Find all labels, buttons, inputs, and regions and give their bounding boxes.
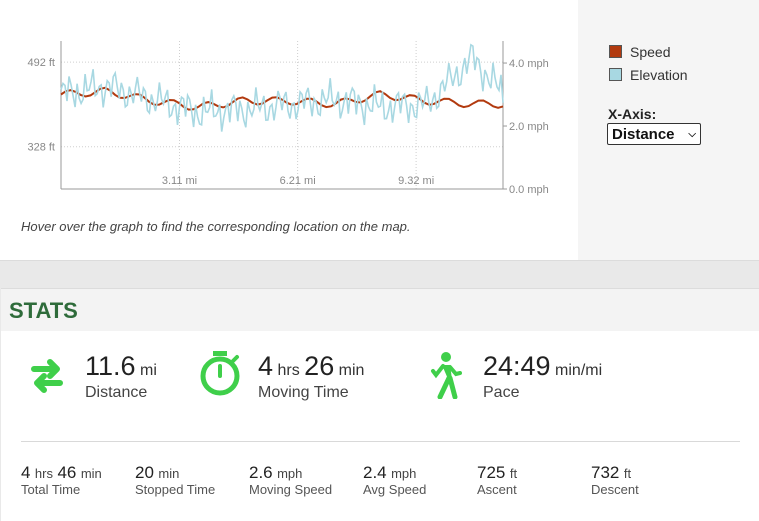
stat-total-time-minutes-unit: min (80, 466, 102, 481)
stat-descent-unit: ft (623, 466, 632, 481)
stat-moving-speed-unit: mph (277, 466, 303, 481)
stat-avg-speed: 2.4 mph Avg Speed (363, 464, 426, 496)
xaxis-select-value: Distance (612, 125, 675, 143)
stat-descent: 732 ft Descent (591, 464, 639, 496)
legend-item-elevation[interactable]: Elevation (609, 63, 688, 86)
stat-moving-speed-value: 2.6 (249, 463, 273, 482)
y-tick-label-left: 328 ft (27, 142, 55, 154)
stat-distance-unit: mi (140, 362, 157, 379)
stopwatch-icon (198, 349, 242, 402)
stat-moving-time-hours-unit: hrs (277, 362, 300, 379)
x-tick-label: 9.32 mi (398, 175, 434, 187)
legend-label-speed: Speed (630, 43, 671, 60)
stat-moving-speed-label: Moving Speed (249, 482, 333, 497)
legend-swatch-speed (609, 45, 622, 58)
xaxis-label: X-Axis: (608, 106, 657, 122)
stat-total-time: 4 hrs 46 min Total Time (21, 464, 102, 496)
legend-label-elevation: Elevation (630, 66, 688, 83)
stat-avg-speed-value: 2.4 (363, 463, 387, 482)
stat-descent-value: 732 (591, 463, 620, 482)
stat-moving-speed: 2.6 mph Moving Speed (249, 464, 332, 496)
stat-avg-speed-unit: mph (391, 466, 417, 481)
stats-divider (21, 441, 740, 442)
stat-pace: 24:49 min/mi Pace (483, 351, 602, 402)
stat-pace-label: Pace (483, 384, 520, 401)
xaxis-select[interactable]: Distance ⌵ (607, 123, 701, 145)
stat-total-time-minutes: 46 (57, 463, 77, 482)
x-tick-label: 6.21 mi (280, 175, 316, 187)
stat-moving-time-minutes-unit: min (338, 362, 365, 379)
stat-moving-time-hours: 4 (258, 351, 274, 381)
stat-moving-time-minutes: 26 (304, 351, 335, 381)
stat-total-time-label: Total Time (21, 482, 81, 497)
stat-descent-label: Descent (591, 482, 639, 497)
series-line-elevation (60, 43, 504, 132)
stat-stopped-time-label: Stopped Time (135, 482, 216, 497)
chevron-down-icon: ⌵ (688, 128, 696, 140)
stat-pace-value: 24:49 (483, 351, 551, 381)
chart-legend: Speed Elevation (609, 40, 688, 86)
legend-item-speed[interactable]: Speed (609, 40, 688, 63)
y-tick-label-right: 2.0 mph (509, 121, 549, 133)
stat-distance-value: 11.6 (85, 351, 136, 381)
stat-ascent-value: 725 (477, 463, 506, 482)
stat-stopped-time-value: 20 (135, 463, 154, 482)
stat-total-time-hours: 4 (21, 463, 31, 482)
stat-moving-time: 4 hrs 26 min Moving Time (258, 351, 364, 402)
swap-arrows-icon (30, 355, 64, 400)
elevation-speed-chart[interactable]: 492 ft 328 ft 4.0 mph 2.0 mph 0.0 mph 3.11 mi… (0, 0, 578, 210)
stat-pace-unit: min/mi (555, 362, 603, 379)
stat-stopped-time-unit: min (158, 466, 180, 481)
stat-total-time-hours-unit: hrs (34, 466, 53, 481)
stat-ascent: 725 ft Ascent (477, 464, 517, 496)
walking-person-icon (428, 351, 462, 404)
stats-panel: STATS 11.6 mi Distance 4 hrs 26 min Movi… (1, 288, 759, 521)
chart-hint: Hover over the graph to find the corresp… (21, 219, 411, 234)
y-tick-label-left: 492 ft (27, 57, 55, 69)
stat-ascent-label: Ascent (477, 482, 517, 497)
stat-avg-speed-label: Avg Speed (363, 482, 427, 497)
stat-moving-time-label: Moving Time (258, 384, 349, 401)
stats-title: STATS (9, 298, 78, 323)
stat-stopped-time: 20 min Stopped Time (135, 464, 215, 496)
stat-ascent-unit: ft (509, 466, 518, 481)
stats-header: STATS (1, 289, 759, 331)
stat-distance: 11.6 mi Distance (85, 351, 157, 402)
y-tick-label-right: 0.0 mph (509, 184, 549, 196)
x-tick-label: 3.11 mi (162, 175, 197, 187)
y-tick-label-right: 4.0 mph (509, 58, 549, 70)
stat-distance-label: Distance (85, 384, 148, 401)
legend-swatch-elevation (609, 68, 622, 81)
chart-panel: 492 ft 328 ft 4.0 mph 2.0 mph 0.0 mph 3.11 mi… (0, 0, 759, 261)
